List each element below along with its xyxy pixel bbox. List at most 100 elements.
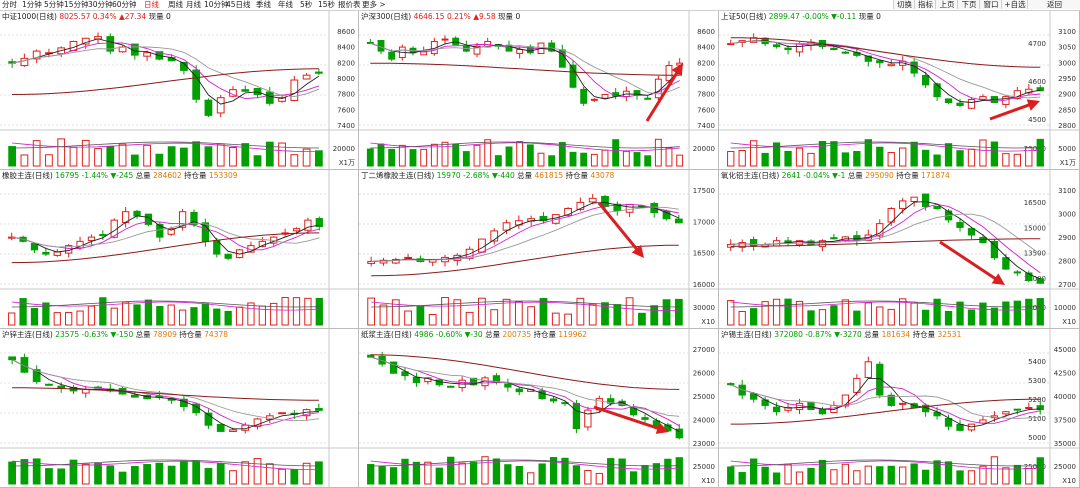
- timeframe-6[interactable]: 日线: [144, 0, 159, 9]
- timeframe-10[interactable]: 45日线: [226, 0, 251, 9]
- volume-bar: [944, 461, 953, 485]
- panel-header: 沪深300(日线) 4646.15 0.21% ▲9.58 现量 0: [361, 12, 520, 21]
- candle-body: [192, 69, 201, 100]
- toolbar-button-0[interactable]: 切换: [893, 0, 915, 9]
- timeframe-9[interactable]: 10分钟: [204, 0, 229, 9]
- kline-panel-8[interactable]: 沪锡主连(日线) 372080 -0.87% ▼-3270 总量 181634 …: [719, 329, 1080, 488]
- kline-panel-5[interactable]: 氧化铝主连(日线) 2641 -0.04% ▼-1 总量 295090 持仓量 …: [719, 170, 1080, 329]
- kline-panel-1[interactable]: 沪深300(日线) 4646.15 0.21% ▲9.58 现量 0 8600 8…: [359, 11, 719, 170]
- ma5-line: [371, 201, 679, 262]
- candle-body: [772, 406, 781, 413]
- candle-body: [807, 401, 815, 411]
- y-tick-label: 2850: [1058, 106, 1076, 114]
- volume-bar: [967, 148, 976, 167]
- timeframe-1[interactable]: 1分钟: [22, 0, 42, 9]
- toolbar-button-5[interactable]: +自选: [1001, 0, 1028, 9]
- candle-body: [155, 395, 164, 398]
- candle-body: [190, 211, 198, 225]
- y-tick-label: 27000: [693, 346, 715, 354]
- open-interest-label: 持仓量: [912, 330, 936, 339]
- change-percent: -0.63%: [81, 330, 109, 339]
- kline-panel-2[interactable]: 上证50(日线) 2899.47 -0.00% ▼-0.11 现量 0 3100…: [719, 11, 1080, 170]
- volume-bar: [818, 309, 827, 326]
- ma5-line: [730, 377, 1041, 428]
- volume-bar: [241, 143, 250, 167]
- volume-bar: [253, 155, 262, 167]
- timeframe-5[interactable]: 60分钟: [112, 0, 137, 9]
- volume-bar: [314, 150, 323, 167]
- volume-bar: [420, 148, 428, 167]
- volume-bar: [156, 305, 164, 326]
- volume-value: 200735: [502, 330, 532, 339]
- volume-bar: [241, 461, 250, 485]
- kline-panel-7[interactable]: 纸浆主连(日线) 4986 -0.60% ▼-30 总量 200735 持仓量 …: [359, 329, 719, 488]
- timeframe-12[interactable]: 年线: [278, 0, 293, 9]
- volume-bar: [830, 305, 838, 326]
- timeframe-4[interactable]: 30分钟: [88, 0, 113, 9]
- toolbar-button-2[interactable]: 上页: [935, 0, 958, 9]
- volume-bar: [887, 308, 895, 326]
- candlestick-chart: 8600 8400 8200 8000 7800 7600 7400 20000 X1万: [0, 11, 358, 169]
- trend-arrow-shaft: [593, 405, 664, 432]
- trend-arrow-shaft: [645, 67, 682, 122]
- candle-body: [57, 385, 66, 389]
- volume-bar: [130, 465, 139, 485]
- volume-bar: [1036, 298, 1044, 326]
- volume-bar: [572, 465, 581, 485]
- volume-bar: [143, 464, 151, 485]
- volume-bar: [447, 456, 455, 485]
- volume-bar: [876, 146, 884, 167]
- change-percent: -1.44%: [81, 171, 109, 180]
- candlestick-chart: 45000 42500 40000 37500 35000 5400 5300 5200 510…: [719, 329, 1079, 487]
- y-tick-label: 7600: [337, 106, 355, 114]
- kline-panel-3[interactable]: 橡胶主连(日线) 16795 -1.44% ▼-245 总量 284602 持仓…: [0, 170, 359, 329]
- timeframe-3[interactable]: 15分钟: [64, 0, 89, 9]
- last-price: 15970: [436, 171, 461, 180]
- volume-bar: [502, 298, 511, 326]
- kline-panel-4[interactable]: 丁二烯橡胶主连(日线) 15970 -2.68% ▼-440 总量 461815…: [359, 170, 719, 329]
- timeframe-2[interactable]: 5分钟: [44, 0, 64, 9]
- timeframe-15[interactable]: 报价表: [338, 0, 361, 9]
- candle-body: [133, 210, 141, 217]
- volume-unit-label: X10: [1062, 477, 1076, 485]
- y-tick-label-left: 4600: [1028, 78, 1046, 86]
- candle-body: [899, 200, 907, 210]
- timeframe-11[interactable]: 季线: [256, 0, 271, 9]
- volume-bar: [601, 302, 609, 326]
- toolbar-button-1[interactable]: 指标: [914, 0, 936, 9]
- timeframe-13[interactable]: 5秒: [300, 0, 313, 9]
- timeframe-8[interactable]: 月线: [186, 0, 201, 9]
- candle-body: [156, 223, 164, 238]
- volume-label: 总量: [864, 330, 880, 339]
- candle-body: [216, 423, 225, 432]
- volume-bar: [841, 463, 850, 485]
- timeframe-14[interactable]: 15秒: [318, 0, 336, 9]
- volume-bar: [106, 146, 115, 167]
- volume-value: 0: [515, 12, 521, 21]
- kline-panel-6[interactable]: 沪锌主连(日线) 23575 -0.63% ▼-150 总量 78909 持仓量…: [0, 329, 359, 488]
- timeframe-16[interactable]: 更多 >: [362, 0, 386, 9]
- change-value: ▼-1: [832, 171, 846, 180]
- toolbar-button-4[interactable]: 窗口: [979, 0, 1002, 9]
- y-tick-label: 23000: [693, 440, 715, 448]
- y-tick-label: 7800: [337, 91, 355, 99]
- timeframe-0[interactable]: 分时: [2, 0, 17, 9]
- volume-bar: [899, 466, 907, 485]
- y-tick-label: 2900: [1058, 91, 1076, 99]
- toolbar-button-6[interactable]: 返回: [1027, 0, 1080, 9]
- candle-body: [876, 60, 884, 64]
- volume-bar: [81, 463, 90, 485]
- kline-panel-0[interactable]: 中证1000(日线) 8025.57 0.34% ▲27.34 现量 0 860…: [0, 11, 359, 170]
- instrument-name: 氧化铝主连(日线): [721, 171, 780, 180]
- change-value: ▼-245: [110, 171, 134, 180]
- toolbar-button-3[interactable]: 下页: [957, 0, 980, 9]
- volume-bar: [956, 470, 964, 485]
- volume-value: 0: [876, 12, 881, 21]
- volume-bar: [216, 463, 225, 485]
- y-tick-label: 17000: [693, 218, 715, 226]
- instrument-name: 沪锌主连(日线): [2, 330, 53, 339]
- candle-body: [8, 356, 17, 361]
- volume-bar: [378, 465, 386, 485]
- candle-body: [584, 409, 592, 428]
- timeframe-7[interactable]: 周线: [168, 0, 183, 9]
